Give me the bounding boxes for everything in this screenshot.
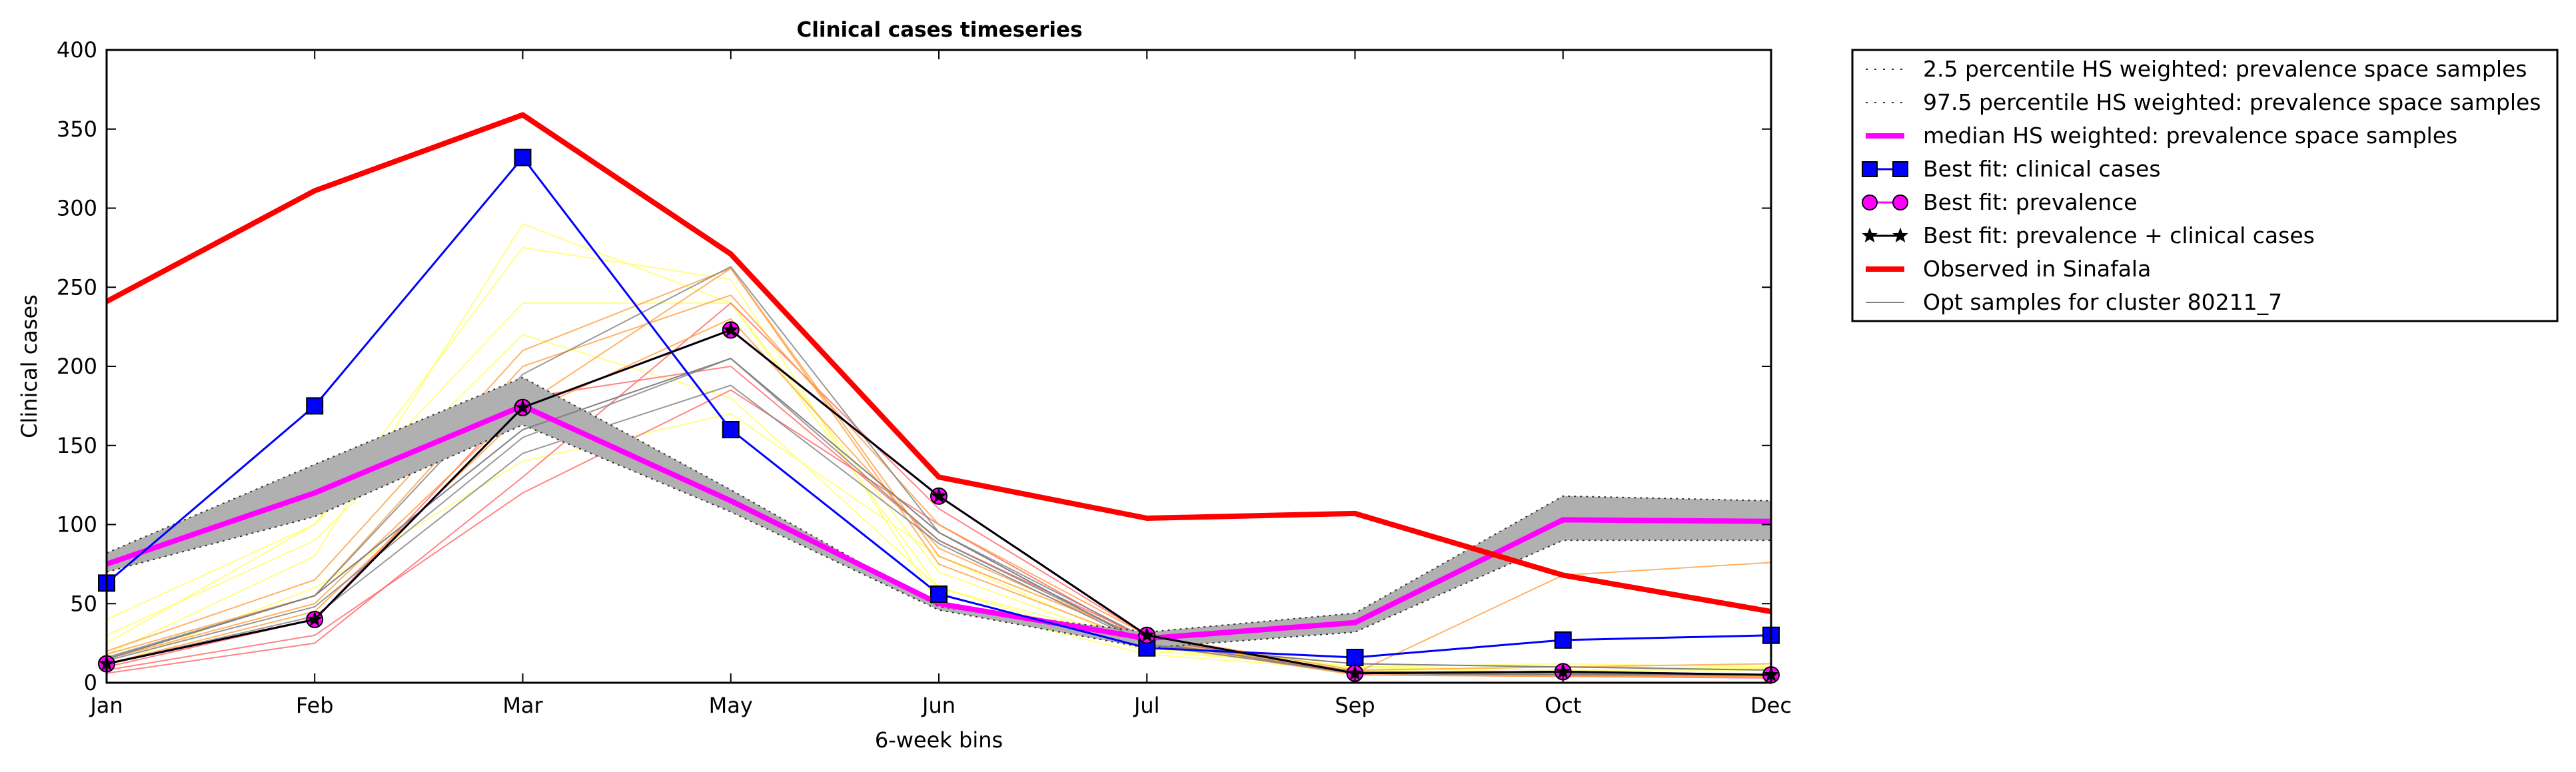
percentile-97-5-line: [106, 376, 1772, 633]
series-line-2: [106, 157, 1772, 659]
y-tick-label-8: 350: [57, 117, 97, 142]
sample-line-4: [106, 334, 1772, 676]
series-2-point-3: [514, 149, 532, 167]
y-tick-label-4: 150: [57, 433, 97, 458]
legend-marker-5-a: [1862, 194, 1878, 210]
legend-marker-4-b: [1892, 161, 1908, 177]
series-4-point-3: [514, 399, 531, 414]
series-layer: [98, 112, 1780, 684]
x-axis-label: 6-week bins: [875, 727, 1003, 753]
y-tick-label-7: 300: [57, 196, 97, 221]
legend-frame: [1851, 49, 2559, 322]
y-tick-label-2: 50: [70, 591, 97, 616]
legend-marker-5-b: [1892, 194, 1908, 210]
sample-line-15: [106, 384, 1771, 676]
percentile-2-5-line: [106, 424, 1771, 649]
x-tick-label-8: Oct: [1545, 693, 1581, 718]
legend-label-6: Best fit: prevalence + clinical cases: [1923, 222, 2315, 248]
sample-line-13: [106, 357, 1771, 676]
legend: 2.5 percentile HS weighted: prevalence s…: [1851, 49, 2559, 322]
sample-line-12: [106, 294, 1772, 671]
series-4-point-4: [722, 321, 739, 337]
legend-label-3: median HS weighted: prevalence space sam…: [1923, 123, 2457, 149]
x-axis: Jan Feb Mar May Jun Jul Sep Oct Dec: [89, 50, 1792, 718]
x-tick-label-1: Jan: [89, 693, 123, 718]
y-tick-label-9: 400: [57, 37, 97, 63]
series-4-point-6: [1139, 627, 1155, 642]
series-4-point-5: [931, 488, 947, 503]
y-tick-label-1: 0: [84, 670, 97, 695]
x-tick-label-2: Feb: [296, 693, 334, 718]
band-layer: [106, 376, 1772, 649]
series-line-5: [105, 112, 1772, 615]
sample-line-11: [106, 318, 1772, 674]
legend-marker-4-a: [1862, 161, 1878, 177]
legend-marker-6-b: [1892, 227, 1908, 243]
series-2-point-8: [1554, 631, 1572, 649]
chart-title: Clinical cases timeseries: [796, 18, 1082, 42]
y-tick-label-3: 100: [57, 512, 97, 538]
x-tick-label-4: May: [709, 693, 753, 718]
y-tick-label-6: 250: [57, 274, 97, 300]
series-4-point-2: [307, 611, 323, 627]
legend-label-7: Observed in Sinafala: [1923, 256, 2151, 282]
legend-label-4: Best fit: clinical cases: [1923, 156, 2161, 182]
x-tick-label-9: Dec: [1750, 693, 1792, 718]
x-tick-label-5: Jun: [921, 693, 956, 718]
y-tick-label-5: 200: [57, 354, 97, 379]
series-2-point-4: [722, 421, 740, 438]
series-2-point-5: [930, 585, 948, 603]
x-tick-label-6: Jul: [1133, 693, 1160, 718]
series-2-point-2: [306, 397, 324, 415]
y-axis-label: Clinical cases: [17, 294, 42, 438]
legend-marker-6-a: [1862, 227, 1878, 243]
sample-line-10: [106, 267, 1771, 677]
x-tick-label-3: Mar: [502, 693, 543, 718]
series-line-6: [106, 358, 1772, 671]
series-2-point-7: [1346, 649, 1364, 666]
y-axis: 0 50 100 150 200 250 300 350 400: [57, 37, 1771, 695]
legend-label-1: 2.5 percentile HS weighted: prevalence s…: [1923, 56, 2527, 82]
x-tick-label-7: Sep: [1335, 693, 1375, 718]
legend-label-2: 97.5 percentile HS weighted: prevalence …: [1923, 89, 2541, 115]
legend-label-8: Opt samples for cluster 80211_7: [1923, 289, 2282, 315]
legend-label-5: Best fit: prevalence: [1923, 189, 2138, 215]
